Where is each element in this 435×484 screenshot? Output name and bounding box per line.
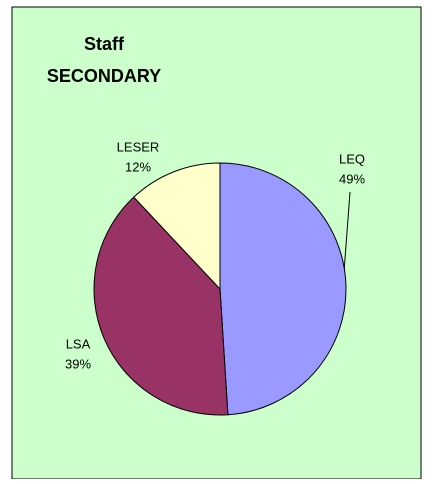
chart-title: SECONDARY bbox=[47, 66, 161, 86]
leader-line bbox=[343, 191, 351, 273]
pie-slice bbox=[133, 162, 221, 291]
value-label: 39% bbox=[65, 356, 91, 371]
value-label: 12% bbox=[125, 159, 151, 174]
value-label: 49% bbox=[339, 171, 365, 186]
slice-label: LSA bbox=[66, 336, 91, 351]
pie-slice bbox=[93, 196, 229, 416]
pie-slice bbox=[219, 162, 347, 416]
slice-label: LESER bbox=[117, 139, 160, 154]
chart-title: Staff bbox=[84, 34, 125, 54]
slice-label: LEQ bbox=[339, 151, 365, 166]
